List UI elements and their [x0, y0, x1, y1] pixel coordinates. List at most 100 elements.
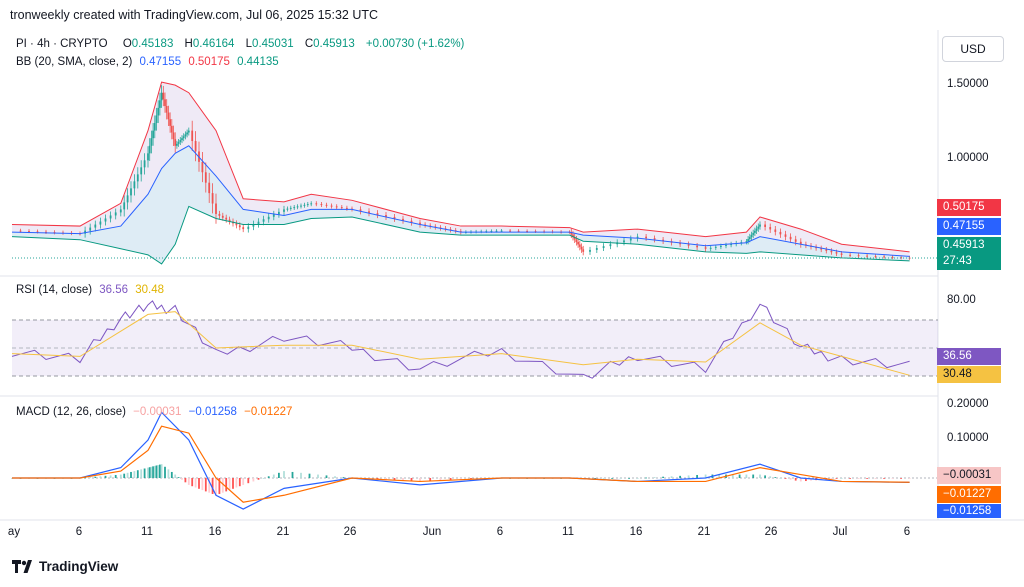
candle-body — [283, 209, 285, 212]
macd-hist-bar — [109, 475, 112, 478]
macd-hist-bar — [170, 471, 173, 478]
macd-hist-bar — [283, 471, 285, 478]
candle-body — [725, 245, 727, 246]
rsi-line — [11, 300, 910, 379]
macd-hist-bar — [152, 466, 154, 478]
candle-body — [759, 224, 761, 227]
macd-signal-line — [12, 425, 910, 503]
bb-upper-fill — [12, 82, 910, 257]
candle-body — [825, 249, 828, 251]
candle-body — [595, 248, 598, 250]
candle-body — [109, 215, 112, 219]
macd-hist-bar — [99, 476, 102, 478]
macd-hist-bar — [820, 478, 823, 480]
macd-hist-bar — [201, 478, 204, 491]
macd-hist-bar — [133, 471, 136, 478]
macd-hist-bar — [429, 478, 432, 482]
candle-body — [602, 246, 605, 249]
rsi-ma-line — [11, 311, 910, 376]
candle-body — [509, 230, 511, 232]
candle-body — [747, 239, 749, 242]
candle-body — [769, 227, 772, 230]
macd-hist-bar — [419, 478, 421, 482]
macd-hist-bar — [866, 478, 868, 479]
candle-body — [754, 230, 756, 233]
macd-value: −0.01258 — [188, 406, 237, 418]
macd-hist-bar — [696, 474, 698, 478]
macd-hist-bar — [130, 471, 132, 478]
macd-hist-bar — [704, 474, 707, 478]
candle-body — [679, 242, 681, 245]
candle-body — [306, 204, 309, 206]
macd-hist-bar — [225, 478, 228, 492]
candle-body — [126, 195, 129, 203]
time-tick: 21 — [276, 526, 290, 538]
candle-body — [589, 249, 591, 252]
macd-hist-bar — [687, 475, 690, 478]
macd-hist-bar — [177, 477, 180, 478]
candle-body — [830, 250, 833, 253]
macd-hist-bar — [410, 478, 413, 482]
candle-body — [267, 216, 270, 220]
candle-body — [495, 230, 498, 232]
macd-hist-bar — [157, 465, 160, 478]
candle-body — [215, 203, 217, 214]
logo-text: TradingView — [39, 559, 119, 574]
candle-body — [147, 153, 149, 161]
time-tick: Jul — [832, 526, 848, 538]
macd-hist-bar — [235, 478, 238, 488]
macd-hist-bar — [194, 478, 197, 488]
candle-body — [577, 241, 579, 245]
macd-hist-bar — [849, 478, 851, 479]
currency-button[interactable]: USD — [942, 36, 1004, 62]
macd-hist-bar — [449, 478, 452, 481]
candle-body — [162, 92, 165, 100]
candle-body — [238, 225, 241, 228]
candle-body — [849, 254, 851, 256]
candle-body — [774, 229, 777, 232]
close-price-badge: 0.45913 — [937, 237, 1001, 254]
candle-body — [155, 115, 158, 124]
macd-hist-bar — [211, 478, 214, 494]
low-label: L — [245, 38, 253, 50]
macd-hist-bar — [764, 475, 766, 478]
macd-hist-bar — [718, 474, 721, 478]
macd-hist-bar — [119, 474, 122, 478]
macd-hist-bar — [104, 475, 107, 478]
macd-hist-bar — [300, 472, 302, 478]
macd-hist-value: −0.00031 — [133, 406, 182, 418]
candle-body — [636, 236, 639, 239]
candle-body — [242, 227, 245, 230]
price-tick-1-0: 1.00000 — [947, 152, 989, 164]
macd-hist-bar — [155, 465, 158, 478]
macd-hist-bar — [257, 478, 260, 480]
macd-legend: MACD (12, 26, close) −0.00031 −0.01258 −… — [16, 406, 296, 418]
macd-hist-bar — [267, 476, 270, 478]
candle-body — [123, 202, 126, 210]
candle-body — [687, 244, 690, 246]
candle-body — [247, 226, 250, 230]
candle-body — [179, 140, 182, 142]
candle-body — [376, 213, 379, 216]
candle-body — [330, 205, 333, 207]
macd-hist-bar — [147, 467, 149, 478]
candle-body — [194, 141, 197, 152]
macd-hist-bar — [174, 474, 177, 478]
candle-body — [748, 237, 751, 240]
close-label: C — [304, 38, 314, 50]
macd-hist-bar — [636, 478, 639, 479]
macd-tick-0-2: 0.20000 — [947, 398, 989, 410]
macd-tick-0-1: 0.10000 — [947, 432, 989, 444]
candle-body — [119, 209, 122, 213]
candle-body — [385, 215, 387, 217]
macd-hist-bar — [805, 478, 807, 482]
candle-body — [573, 237, 576, 240]
candle-body — [114, 212, 117, 216]
candle-body — [578, 244, 581, 247]
candle-body — [272, 214, 275, 217]
macd-hist-bar — [376, 478, 379, 480]
candle-body — [143, 160, 146, 168]
macd-hist-bar — [153, 465, 156, 478]
rsi-tick-80: 80.00 — [947, 294, 976, 306]
